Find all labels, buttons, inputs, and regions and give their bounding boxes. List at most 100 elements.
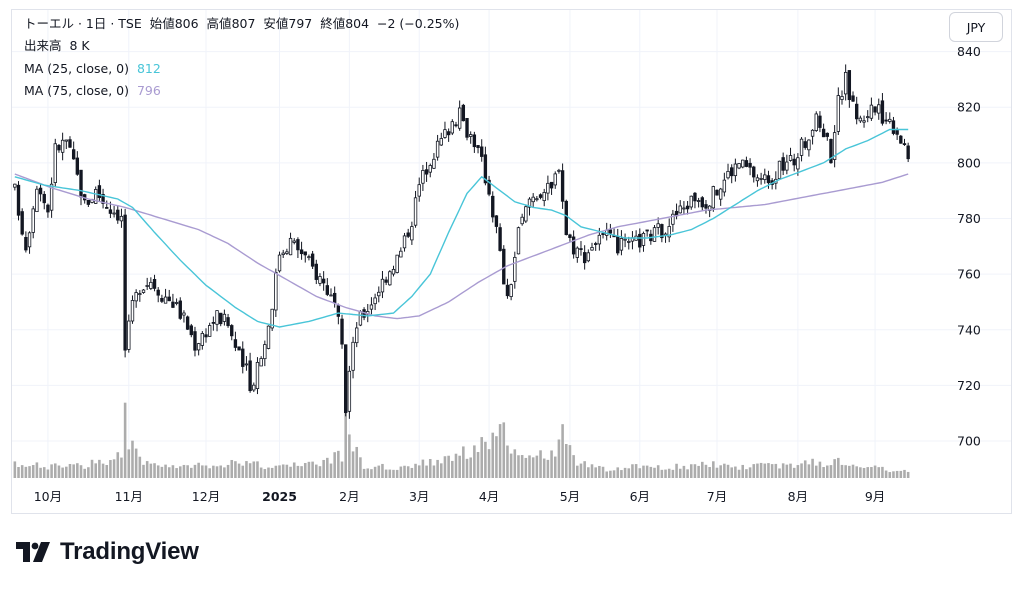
price-tick-label: 720 <box>957 378 981 393</box>
volume-bar <box>851 464 855 478</box>
candle-body <box>836 95 841 132</box>
candle-body <box>237 346 241 351</box>
candle-body <box>406 232 410 237</box>
candle-body <box>726 170 730 179</box>
tradingview-logo[interactable]: TradingView <box>16 538 199 566</box>
volume-bar <box>31 465 35 478</box>
candle-body <box>888 118 892 122</box>
candle-body <box>119 215 124 222</box>
volume-bar <box>513 449 517 478</box>
volume-bar <box>609 470 612 478</box>
candle-body <box>450 121 454 134</box>
candle-body <box>623 238 627 241</box>
volume-bar <box>792 467 796 478</box>
volume-bar <box>164 464 167 478</box>
symbol-title[interactable]: トーエル · 1日 · TSE <box>24 16 142 31</box>
volume-bar <box>281 464 285 478</box>
candle-body <box>75 157 80 175</box>
volume-bar <box>881 466 884 478</box>
candle-body <box>215 310 219 325</box>
candle-body <box>116 209 120 221</box>
volume-bar <box>421 459 425 478</box>
close-label: 終値 <box>320 16 346 31</box>
volume-bar <box>829 465 833 478</box>
ma25-label: MA (25, close, 0) <box>24 61 130 76</box>
volume-bar <box>215 466 219 478</box>
volume-bar <box>443 456 447 478</box>
volume-bar <box>109 460 112 478</box>
candle-body <box>862 120 866 123</box>
time-tick-label: 6月 <box>630 489 650 504</box>
volume-label: 出来高 <box>24 38 62 53</box>
candle-body <box>134 292 138 302</box>
volume-bar <box>204 465 208 478</box>
candle-body <box>296 239 300 251</box>
volume-bar <box>465 458 469 478</box>
time-tick-label: 8月 <box>788 489 808 504</box>
volume-bar <box>42 467 46 478</box>
volume-bar <box>351 451 355 478</box>
candle-body <box>656 223 660 228</box>
volume-bar <box>384 469 388 478</box>
volume-bar <box>340 461 344 478</box>
candle-body <box>189 325 193 336</box>
volume-bar <box>594 467 597 478</box>
candle-body <box>79 169 83 198</box>
volume-bar <box>300 466 303 478</box>
volume-bar <box>289 466 292 478</box>
candle-body <box>560 170 565 202</box>
volume-bar <box>491 432 495 478</box>
candle-body <box>641 232 646 246</box>
volume-bar <box>39 467 42 478</box>
candle-body <box>509 284 513 297</box>
ma25-legend[interactable]: MA (25, close, 0) 812 <box>24 61 161 77</box>
candle-body <box>866 116 870 119</box>
ohlc-legend: トーエル · 1日 · TSE 始値806 高値807 安値797 終値804 … <box>24 16 459 32</box>
candle-body <box>546 182 550 194</box>
candle-body <box>553 173 557 186</box>
candle-body <box>351 341 355 371</box>
volume-bar <box>572 455 575 478</box>
volume-bar <box>892 471 895 478</box>
candle-body <box>752 166 756 178</box>
currency-button[interactable]: JPY <box>949 12 1003 42</box>
volume-bar <box>149 463 153 478</box>
volume-bar <box>524 457 528 478</box>
volume-bar <box>50 464 53 478</box>
candle-body <box>877 104 881 114</box>
candle-body <box>182 312 186 316</box>
candle-body <box>524 206 528 222</box>
time-tick-label: 11月 <box>115 489 143 504</box>
candle-body <box>145 285 149 287</box>
volume-value: 8 K <box>69 38 90 53</box>
volume-bar <box>355 446 359 478</box>
candle-body <box>241 348 245 367</box>
volume-bar <box>425 465 428 478</box>
candle-body <box>123 214 127 351</box>
ma75-line <box>14 173 909 320</box>
volume-bar <box>35 462 39 478</box>
volume-bar <box>495 436 498 478</box>
candle-body <box>869 104 874 119</box>
volume-bar <box>127 449 131 478</box>
candle-body <box>763 174 767 180</box>
volume-bar <box>701 461 704 478</box>
volume-bar <box>870 467 873 478</box>
candle-body <box>299 249 304 255</box>
volume-bar <box>789 463 792 478</box>
candle-body <box>384 279 388 283</box>
candle-body <box>619 238 624 251</box>
volume-bar <box>307 461 311 478</box>
candle-body <box>259 358 263 367</box>
volume-bar <box>811 458 814 478</box>
volume-bar <box>318 466 322 478</box>
candle-body <box>851 95 855 102</box>
volume-bar <box>803 460 807 478</box>
ma75-legend[interactable]: MA (75, close, 0) 796 <box>24 83 161 99</box>
candle-body <box>818 115 822 128</box>
volume-bar <box>601 466 605 478</box>
volume-bar <box>226 464 230 478</box>
volume-bar <box>620 470 623 478</box>
candle-body <box>733 163 738 177</box>
